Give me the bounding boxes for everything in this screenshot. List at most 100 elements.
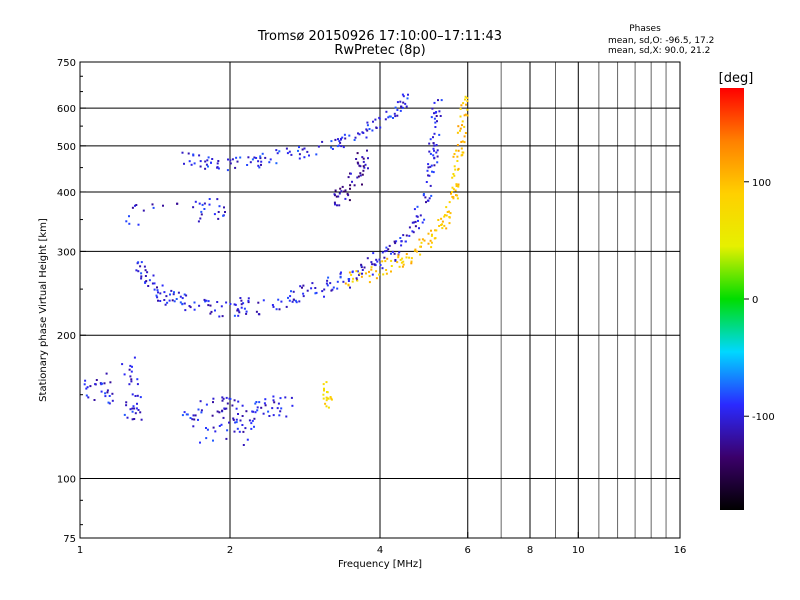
scatter-point: [242, 444, 245, 446]
scatter-point: [342, 146, 345, 149]
scatter-point: [231, 158, 234, 161]
scatter-point: [402, 260, 405, 263]
scatter-point: [246, 438, 249, 441]
scatter-point: [361, 156, 364, 159]
scatter-point: [324, 402, 327, 405]
scatter-point: [285, 305, 288, 308]
scatter-point: [441, 227, 444, 230]
scatter-point: [235, 407, 238, 410]
scatter-point: [379, 126, 382, 129]
scatter-point: [378, 117, 381, 120]
scatter-point: [385, 272, 388, 275]
scatter-point: [351, 271, 354, 274]
scatter-point: [287, 296, 289, 299]
scatter-point: [272, 305, 275, 308]
scatter-point: [354, 136, 357, 139]
x-tick-label: 6: [465, 545, 471, 556]
scatter-point: [434, 126, 437, 128]
scatter-point: [443, 215, 446, 218]
scatter-point: [334, 194, 336, 197]
scatter-point: [216, 198, 219, 201]
scatter-point: [245, 310, 248, 313]
scatter-point: [244, 427, 247, 430]
scatter-point: [436, 155, 439, 158]
scatter-point: [136, 383, 139, 386]
scatter-point: [226, 169, 229, 172]
scatter-point: [334, 138, 337, 141]
scatter-point: [386, 257, 389, 260]
scatter-point: [336, 204, 338, 207]
scatter-point: [100, 390, 103, 393]
scatter-point: [268, 161, 271, 164]
scatter-point: [337, 195, 340, 198]
scatter-point: [413, 249, 416, 252]
scatter-point: [221, 396, 224, 399]
scatter-point: [139, 396, 142, 399]
scatter-point: [104, 392, 107, 395]
scatter-point: [461, 120, 464, 123]
scatter-point: [233, 399, 236, 402]
scatter-point: [329, 396, 332, 398]
scatter-point: [362, 157, 365, 160]
scatter-point: [466, 100, 469, 103]
scatter-point: [360, 263, 363, 266]
scatter-point: [334, 189, 337, 192]
scatter-point: [456, 131, 459, 134]
scatter-point: [397, 256, 400, 259]
scatter-point: [375, 277, 378, 280]
scatter-point: [411, 230, 414, 233]
scatter-point: [428, 174, 431, 177]
scatter-point: [463, 135, 466, 138]
scatter-point: [410, 260, 413, 263]
x-tick-label: 10: [572, 545, 585, 556]
scatter-point: [233, 430, 236, 433]
scatter-point: [349, 172, 352, 175]
scatter-point: [349, 187, 351, 190]
scatter-point: [336, 287, 339, 290]
scatter-point: [404, 240, 407, 243]
scatter-point: [217, 217, 220, 220]
scatter-point: [199, 217, 202, 220]
scatter-point: [109, 381, 112, 384]
scatter-point: [236, 308, 239, 311]
scatter-point: [452, 173, 455, 175]
scatter-point: [390, 252, 392, 255]
scatter-point: [378, 273, 381, 276]
scatter-point: [171, 299, 174, 302]
chart-title: Tromsø 20150926 17:10:00–17:11:43: [257, 29, 502, 44]
scatter-point: [344, 189, 347, 192]
scatter-point: [233, 314, 236, 317]
scatter-point: [200, 411, 203, 414]
scatter-point: [194, 414, 197, 417]
scatter-point: [405, 256, 408, 259]
scatter-point: [204, 300, 207, 303]
scatter-point: [394, 115, 397, 118]
scatter-point: [278, 150, 281, 153]
scatter-point: [435, 151, 438, 154]
scatter-point: [340, 137, 342, 140]
scatter-point: [347, 283, 350, 286]
scatter-point: [347, 176, 350, 179]
scatter-point: [366, 129, 369, 132]
scatter-point: [366, 257, 369, 260]
scatter-point: [433, 149, 435, 152]
scatter-point: [237, 400, 240, 403]
scatter-point: [457, 167, 460, 170]
scatter-point: [461, 124, 463, 127]
scatter-point: [398, 265, 401, 268]
scatter-point: [137, 270, 140, 273]
scatter-point: [277, 298, 280, 301]
scatter-point: [220, 423, 223, 426]
scatter-point: [285, 415, 288, 418]
scatter-point: [428, 197, 431, 200]
scatter-point: [414, 220, 417, 223]
scatter-point: [130, 380, 133, 383]
scatter-point: [410, 257, 413, 260]
scatter-point: [99, 382, 102, 385]
scatter-point: [241, 424, 244, 426]
scatter-point: [460, 104, 463, 107]
scatter-point: [456, 160, 459, 162]
scatter-point: [341, 185, 344, 188]
scatter-point: [428, 150, 431, 153]
